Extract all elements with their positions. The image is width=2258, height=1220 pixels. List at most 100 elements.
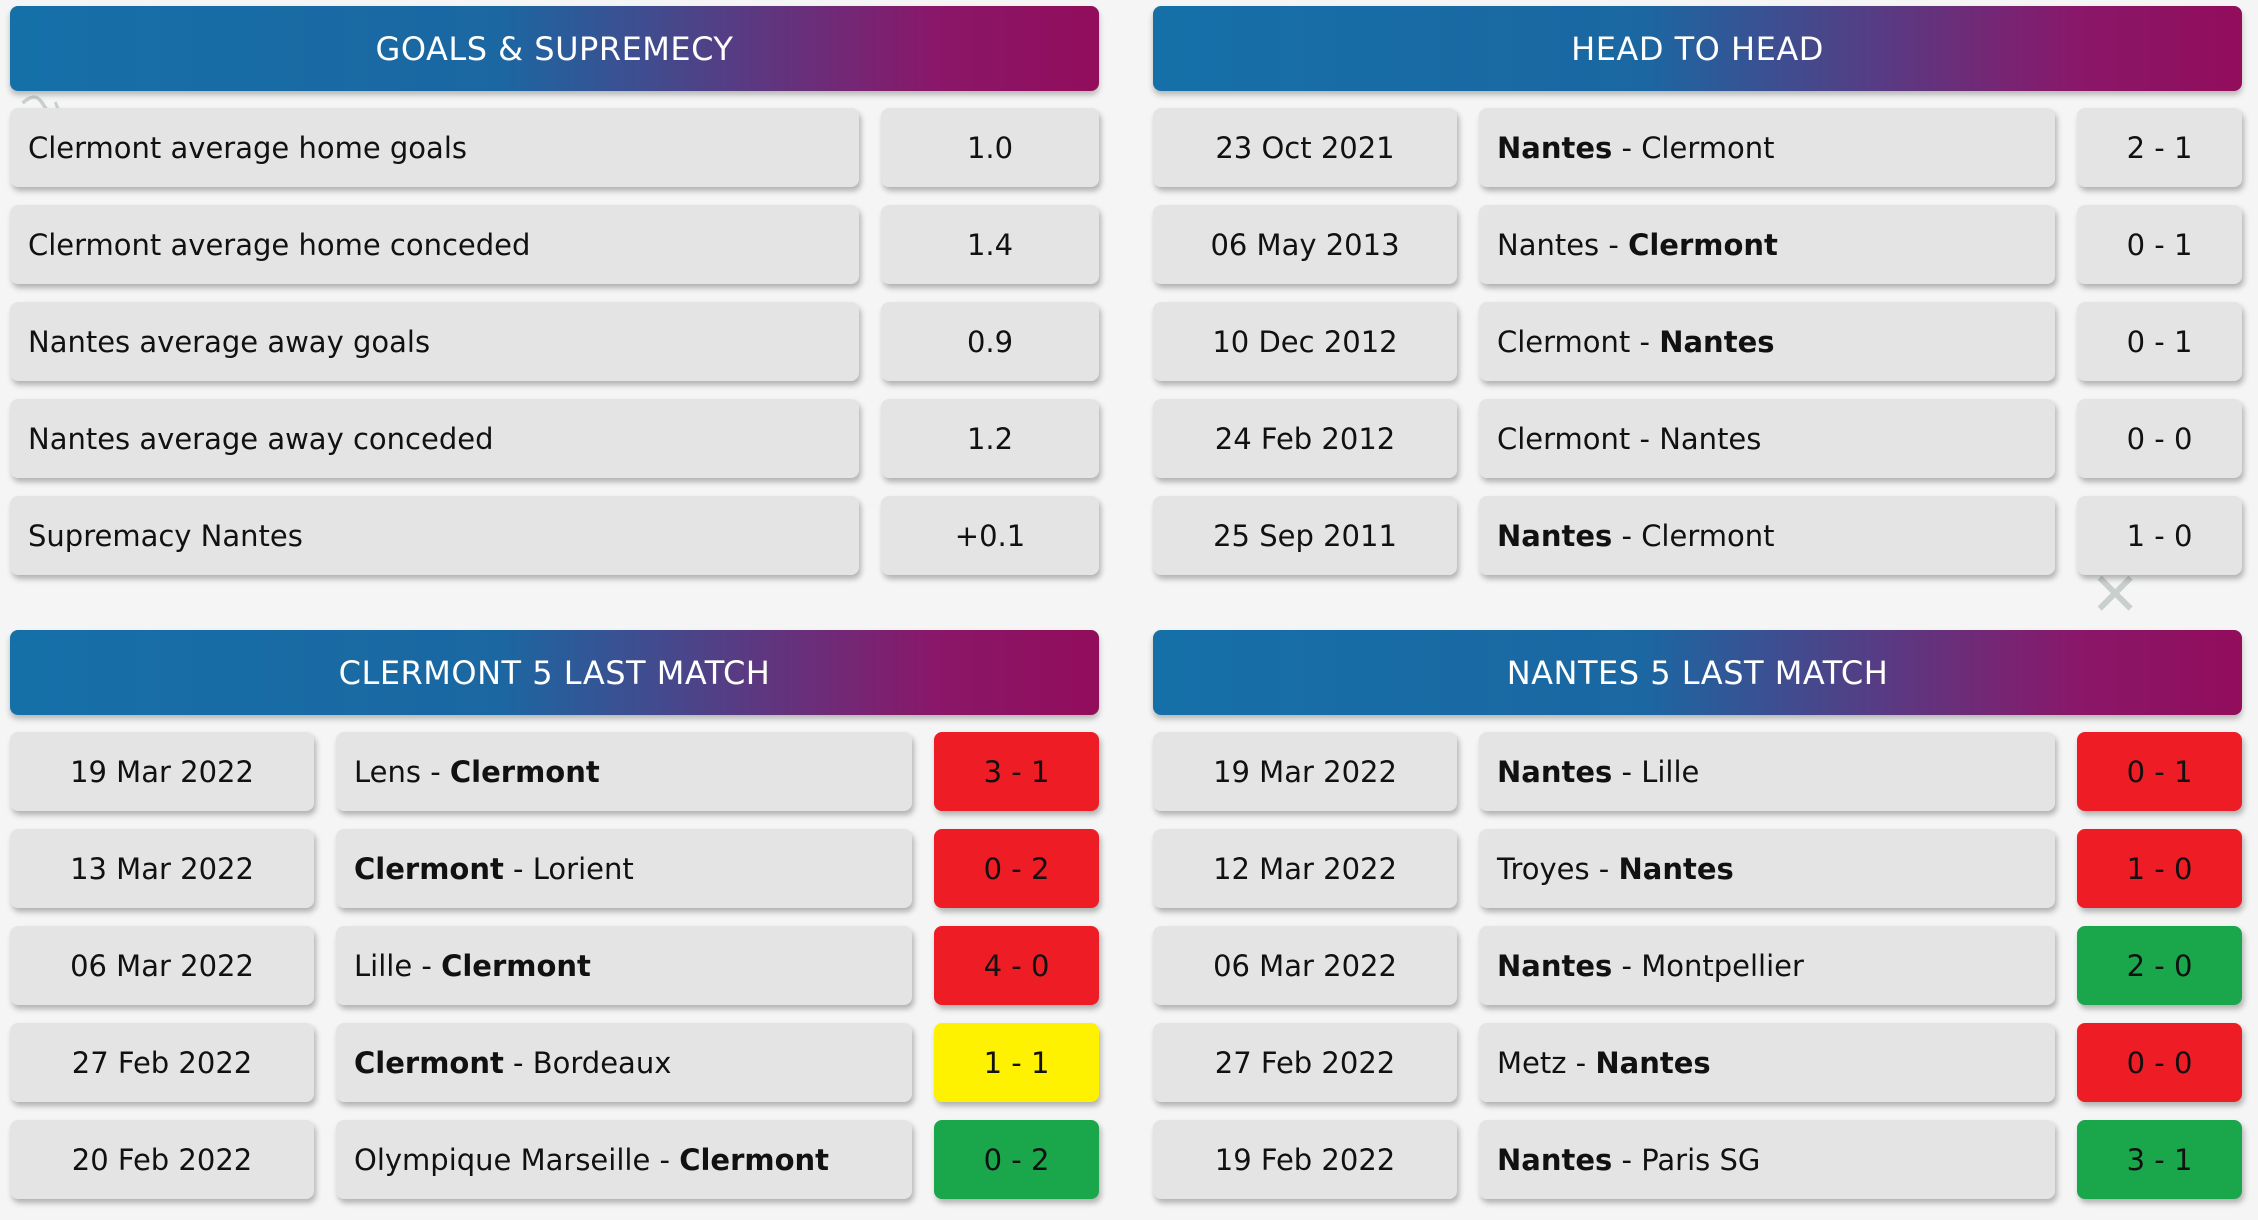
match-row: 19 Mar 2022 Lens - Clermont 3 - 1: [10, 732, 1099, 811]
stat-label: Clermont average home goals: [10, 108, 859, 187]
nantes-last-matches-rows: 19 Mar 2022 Nantes - Lille 0 - 1 12 Mar 202…: [1153, 732, 2242, 1199]
away-team: Nantes: [1659, 324, 1775, 359]
away-team: Nantes: [1659, 421, 1762, 456]
match-teams: Olympique Marseille - Clermont: [336, 1120, 912, 1199]
clermont-last-matches-panel: CLERMONT 5 LAST MATCH 19 Mar 2022 Lens - …: [10, 630, 1099, 1217]
match-score: 3 - 1: [934, 732, 1099, 811]
match-score: 1 - 0: [2077, 829, 2242, 908]
team-separator: -: [503, 851, 533, 886]
team-separator: -: [412, 948, 442, 983]
match-date: 23 Oct 2021: [1153, 108, 1457, 187]
team-separator: -: [1589, 851, 1619, 886]
home-team: Nantes: [1497, 754, 1613, 789]
match-row: 10 Dec 2012 Clermont - Nantes 0 - 1: [1153, 302, 2242, 381]
home-team: Lille: [354, 948, 413, 983]
stat-value: 1.4: [881, 205, 1099, 284]
stat-row: Clermont average home goals 1.0: [10, 108, 1099, 187]
match-score: 0 - 0: [2077, 399, 2242, 478]
team-separator: -: [1612, 948, 1642, 983]
away-team: Clermont: [1641, 518, 1775, 553]
away-team: Lorient: [532, 851, 634, 886]
team-separator: -: [1630, 421, 1660, 456]
home-team: Nantes: [1497, 130, 1613, 165]
nantes-last-matches-panel: NANTES 5 LAST MATCH 19 Mar 2022 Nantes - …: [1153, 630, 2242, 1217]
team-separator: -: [1566, 1045, 1596, 1080]
stat-label: Supremacy Nantes: [10, 496, 859, 575]
home-team: Clermont: [1497, 421, 1631, 456]
match-score: 0 - 2: [934, 1120, 1099, 1199]
home-team: Troyes: [1497, 851, 1590, 886]
match-row: 25 Sep 2011 Nantes - Clermont 1 - 0: [1153, 496, 2242, 575]
stat-label: Nantes average away conceded: [10, 399, 859, 478]
home-team: Nantes: [1497, 948, 1613, 983]
match-date: 24 Feb 2012: [1153, 399, 1457, 478]
home-team: Olympique Marseille: [354, 1142, 651, 1177]
match-score: 0 - 0: [2077, 1023, 2242, 1102]
away-team: Clermont: [1628, 227, 1778, 262]
match-score: 2 - 0: [2077, 926, 2242, 1005]
match-score: 0 - 2: [934, 829, 1099, 908]
match-row: 19 Feb 2022 Nantes - Paris SG 3 - 1: [1153, 1120, 2242, 1199]
away-team: Montpellier: [1641, 948, 1804, 983]
match-score: 1 - 0: [2077, 496, 2242, 575]
match-score: 1 - 1: [934, 1023, 1099, 1102]
away-team: Bordeaux: [532, 1045, 672, 1080]
match-teams: Troyes - Nantes: [1479, 829, 2055, 908]
match-date: 10 Dec 2012: [1153, 302, 1457, 381]
home-team: Metz: [1497, 1045, 1567, 1080]
goals-supremacy-rows: Clermont average home goals 1.0 Clermont…: [10, 108, 1099, 575]
match-row: 27 Feb 2022 Metz - Nantes 0 - 0: [1153, 1023, 2242, 1102]
match-row: 20 Feb 2022 Olympique Marseille - Clermon…: [10, 1120, 1099, 1199]
match-date: 25 Sep 2011: [1153, 496, 1457, 575]
match-teams: Clermont - Bordeaux: [336, 1023, 912, 1102]
home-team: Clermont: [354, 1045, 504, 1080]
match-score: 0 - 1: [2077, 732, 2242, 811]
team-separator: -: [650, 1142, 680, 1177]
goals-supremacy-header: GOALS & SUPREMECY: [10, 6, 1099, 91]
clermont-last-matches-rows: 19 Mar 2022 Lens - Clermont 3 - 1 13 Mar 20…: [10, 732, 1099, 1199]
stat-label: Nantes average away goals: [10, 302, 859, 381]
match-date: 27 Feb 2022: [1153, 1023, 1457, 1102]
match-teams: Nantes - Clermont: [1479, 108, 2055, 187]
away-team: Nantes: [1595, 1045, 1711, 1080]
team-separator: -: [1599, 227, 1629, 262]
match-teams: Lens - Clermont: [336, 732, 912, 811]
match-date: 19 Feb 2022: [1153, 1120, 1457, 1199]
match-date: 19 Mar 2022: [1153, 732, 1457, 811]
home-team: Lens: [354, 754, 421, 789]
match-row: 13 Mar 2022 Clermont - Lorient 0 - 2: [10, 829, 1099, 908]
team-separator: -: [1612, 1142, 1642, 1177]
match-teams: Nantes - Clermont: [1479, 496, 2055, 575]
match-row: 27 Feb 2022 Clermont - Bordeaux 1 - 1: [10, 1023, 1099, 1102]
team-separator: -: [420, 754, 450, 789]
match-row: 12 Mar 2022 Troyes - Nantes 1 - 0: [1153, 829, 2242, 908]
match-score: 4 - 0: [934, 926, 1099, 1005]
match-teams: Nantes - Montpellier: [1479, 926, 2055, 1005]
head-to-head-header: HEAD TO HEAD: [1153, 6, 2242, 91]
match-date: 06 Mar 2022: [1153, 926, 1457, 1005]
match-row: 06 Mar 2022 Lille - Clermont 4 - 0: [10, 926, 1099, 1005]
stat-value: +0.1: [881, 496, 1099, 575]
stat-row: Nantes average away goals 0.9: [10, 302, 1099, 381]
match-score: 0 - 1: [2077, 302, 2242, 381]
home-team: Nantes: [1497, 227, 1600, 262]
away-team: Clermont: [679, 1142, 830, 1177]
home-team: Clermont: [1497, 324, 1631, 359]
away-team: Nantes: [1618, 851, 1734, 886]
match-teams: Clermont - Lorient: [336, 829, 912, 908]
match-teams: Clermont - Nantes: [1479, 399, 2055, 478]
goals-supremacy-panel: GOALS & SUPREMECY Clermont average home …: [10, 6, 1099, 593]
clermont-last-matches-header: CLERMONT 5 LAST MATCH: [10, 630, 1099, 715]
match-date: 12 Mar 2022: [1153, 829, 1457, 908]
away-team: Clermont: [441, 948, 591, 983]
match-row: 19 Mar 2022 Nantes - Lille 0 - 1: [1153, 732, 2242, 811]
stat-row: Nantes average away conceded 1.2: [10, 399, 1099, 478]
stat-value: 1.0: [881, 108, 1099, 187]
match-teams: Metz - Nantes: [1479, 1023, 2055, 1102]
stat-value: 1.2: [881, 399, 1099, 478]
match-row: 06 May 2013 Nantes - Clermont 0 - 1: [1153, 205, 2242, 284]
away-team: Clermont: [1641, 130, 1775, 165]
match-date: 19 Mar 2022: [10, 732, 314, 811]
stat-value: 0.9: [881, 302, 1099, 381]
match-teams: Lille - Clermont: [336, 926, 912, 1005]
